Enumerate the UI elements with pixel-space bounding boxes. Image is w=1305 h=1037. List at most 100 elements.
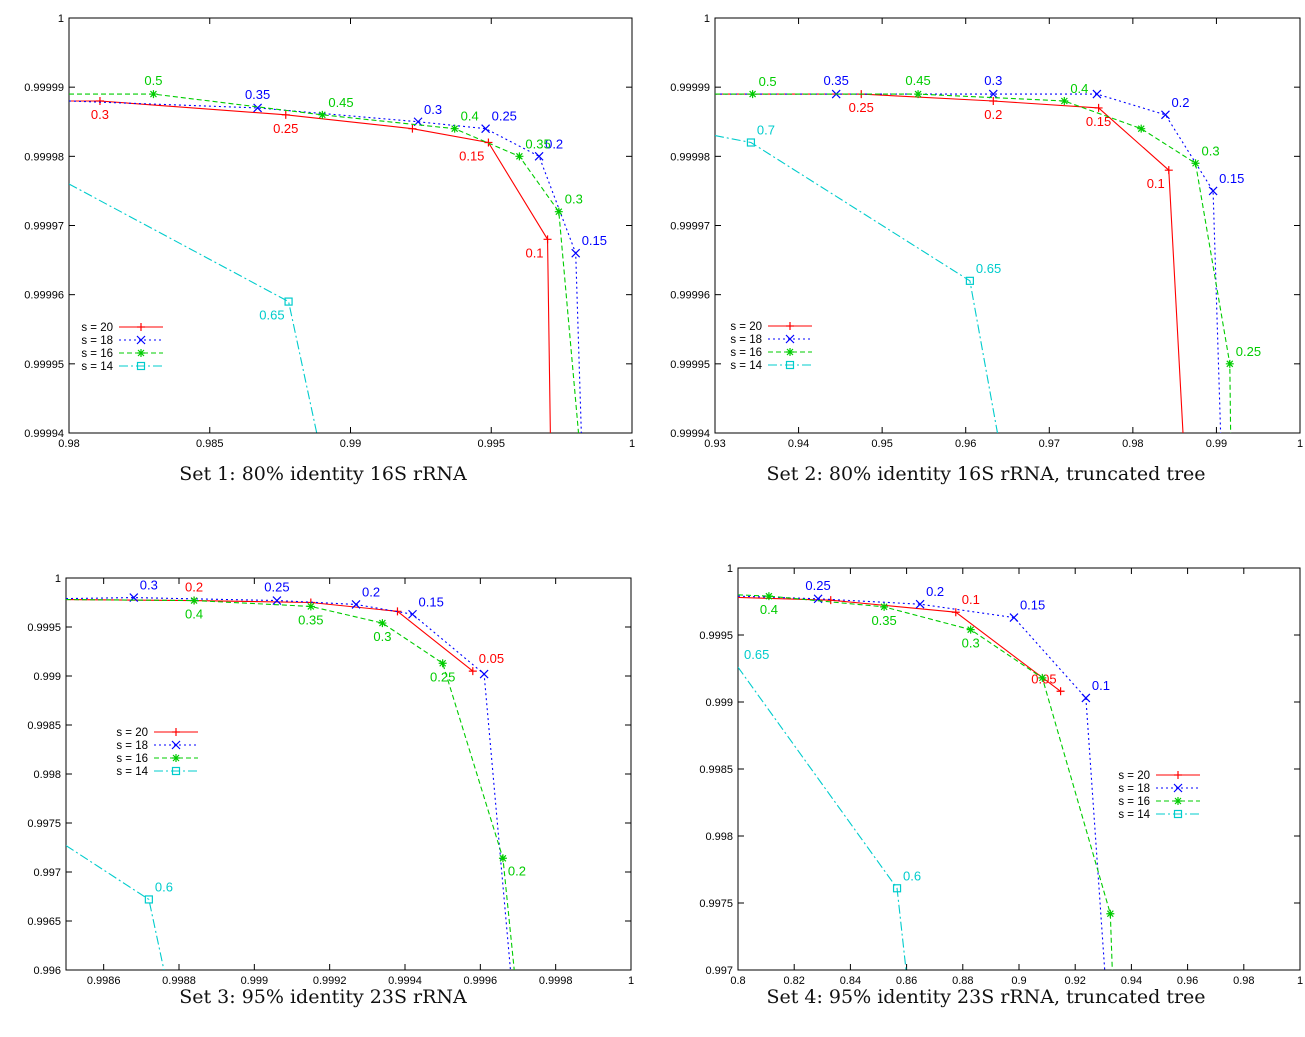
chart-1-series-2-point-4-shape	[515, 152, 524, 161]
chart-2-series-1-point-3	[1092, 89, 1102, 99]
chart-4-series-1-data-label-0: 0.25	[805, 578, 830, 593]
chart-2-series-3-point-2-shape	[965, 276, 974, 285]
chart-1-xtick-label-1: 0.985	[196, 438, 224, 450]
chart-4-ytick-label-2: 0.998	[705, 831, 733, 843]
chart-1-xtick-label-0: 0.98	[58, 438, 79, 450]
chart-3-series-3-line	[66, 845, 165, 970]
chart-1-ytick-label-0: 0.99994	[24, 428, 64, 440]
chart-1-series-2-point-1-shape	[149, 90, 158, 99]
chart-2-series-0-point-2-shape	[989, 97, 998, 105]
chart-2-series-2-point-5-shape	[1191, 159, 1200, 168]
chart-2-series-0-point-3-shape	[1094, 103, 1103, 112]
chart-2-series-2-point-3-shape	[1060, 97, 1069, 105]
chart-3-series-1-point-2	[272, 596, 282, 605]
chart-3-ytick-label-2: 0.997	[33, 867, 61, 879]
chart-2-series-2-point-5	[1191, 159, 1200, 168]
chart-4-series-2-point-4	[1038, 673, 1047, 682]
chart-1-series-1-data-label-4: 0.15	[582, 233, 607, 248]
chart-1-series-2-data-label-0: 0.5	[144, 73, 162, 88]
chart-1-ytick-label-4: 0.99998	[24, 151, 64, 163]
chart-3-legend-marker-3	[171, 766, 181, 776]
chart-4-ytick-label-4: 0.999	[705, 697, 733, 709]
chart-1-series-0-point-4	[484, 138, 493, 147]
chart-2-series-2-line	[715, 93, 1232, 433]
chart-4-xtick-label-1: 0.82	[783, 975, 804, 987]
chart-3-series-1-point-1-shape	[129, 593, 139, 603]
chart-4-legend-marker-1-shape	[1173, 783, 1183, 793]
chart-1-series-1-point-4	[534, 151, 544, 161]
chart-3-series-2-point-5-shape	[498, 854, 507, 863]
chart-4-series-3-line	[738, 666, 907, 970]
chart-3-series-1-point-4	[408, 609, 417, 619]
chart-3-legend-label-3: s = 14	[116, 766, 148, 778]
chart-1-plot-frame	[68, 17, 633, 434]
chart-3-legend-label-2: s = 16	[116, 753, 148, 765]
chart-1-series-1-point-2-shape	[413, 117, 423, 127]
chart-1-series-1-point-5	[571, 248, 581, 258]
chart-1-series-0-point-3	[408, 124, 417, 133]
chart-3-series-1-point-5-shape	[479, 669, 489, 679]
chart-2-xtick-label-5: 0.98	[1122, 438, 1143, 450]
chart-1-series-0-data-label-3: 0.1	[525, 245, 543, 260]
chart-1-series-1-point-1	[253, 103, 263, 113]
chart-1-series-2-point-2	[318, 110, 327, 119]
chart-3-series-0-point-1-shape	[190, 596, 199, 605]
chart-4-legend-label-0: s = 20	[1118, 770, 1150, 782]
chart-3-legend-marker-0-shape	[172, 728, 180, 736]
chart-3-legend-marker-1-shape	[171, 740, 181, 750]
chart-2-series-3-data-label-1: 0.65	[976, 261, 1001, 276]
chart-3-caption: Set 3: 95% identity 23S rRNA	[179, 986, 467, 1008]
chart-3-legend-marker-0	[172, 728, 180, 736]
chart-4-series-1-point-3	[1009, 613, 1019, 623]
chart-1-series-2-point-2-shape	[318, 110, 327, 119]
chart-2-series-3-point-2	[965, 276, 974, 285]
chart-4-xtick-label-3: 0.86	[896, 975, 917, 987]
chart-3-series-0-point-1	[190, 596, 199, 605]
chart-1-legend-marker-2	[137, 349, 145, 357]
chart-4-xtick-label-4: 0.88	[952, 975, 973, 987]
chart-3-ytick-label-3: 0.9975	[27, 818, 61, 830]
chart-2-legend-label-0: s = 20	[730, 321, 762, 333]
chart-1-ytick-label-2: 0.99996	[24, 290, 64, 302]
chart-1-series-3-point-1	[284, 297, 293, 306]
chart-2-series-0-point-1	[857, 90, 866, 99]
chart-3-series-3-point-1-shape	[144, 895, 153, 904]
chart-1-series-2-line	[69, 93, 580, 433]
chart-3-xtick-label-0: 0.9986	[87, 975, 121, 987]
chart-4-legend-marker-3-shape	[1173, 809, 1183, 819]
chart-3-ytick-label-6: 0.999	[33, 671, 61, 683]
chart-4-series-3-point-1-shape	[892, 884, 902, 893]
chart-2-ytick-label-3: 0.99997	[670, 221, 710, 233]
chart-2-legend-label-2: s = 16	[730, 347, 762, 359]
chart-2-series-2-point-6-shape	[1225, 359, 1234, 368]
chart-4-series-0-point-2	[951, 608, 960, 617]
chart-3-ytick-label-1: 0.9965	[27, 916, 61, 928]
chart-3-series-2-point-2	[306, 602, 315, 611]
chart-1-ytick-label-6: 1	[58, 13, 64, 25]
chart-2-series-1-point-2-shape	[988, 89, 998, 99]
chart-2-series-1-data-label-1: 0.3	[984, 73, 1002, 88]
chart-4-series-1-point-4-shape	[1081, 693, 1091, 703]
chart-3-series-0-data-label-0: 0.2	[185, 580, 203, 595]
chart-4-ytick-label-3: 0.9985	[699, 764, 733, 776]
chart-4-series-0-line	[738, 596, 1061, 692]
chart-2-series-2-point-4-shape	[1137, 124, 1146, 133]
chart-4-series-2-data-label-2: 0.3	[962, 636, 980, 651]
chart-3-series-1-data-label-2: 0.2	[362, 584, 380, 599]
chart-4-series-2-point-3	[966, 625, 975, 634]
chart-1-series-2-point-5-shape	[554, 207, 563, 216]
chart-4-series-1-data-label-1: 0.2	[926, 584, 944, 599]
chart-1-series-1-line	[69, 100, 582, 433]
chart-1-series-0-point-1-shape	[95, 97, 104, 105]
chart-1-series-2-point-1	[149, 90, 158, 99]
chart-4-series-1-point-2	[915, 599, 925, 609]
chart-1-series-1-data-label-1: 0.3	[424, 102, 442, 117]
chart-3-series-0-point-3-shape	[393, 607, 402, 616]
chart-3-series-2-point-1-shape	[190, 596, 199, 605]
chart-3-series-2-data-label-3: 0.25	[430, 669, 455, 684]
chart-3-xtick-label-5: 0.9996	[464, 975, 498, 987]
chart-4-series-1-point-1-shape	[813, 594, 823, 604]
